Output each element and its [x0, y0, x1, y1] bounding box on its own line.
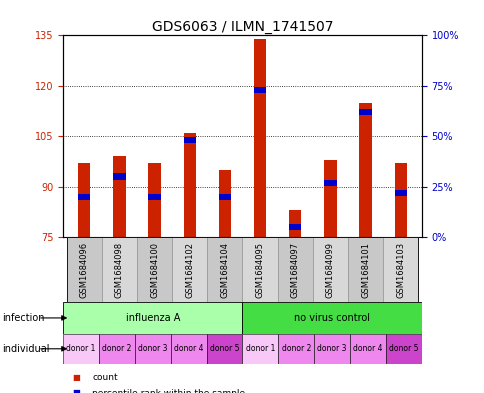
Bar [78, 194, 90, 200]
Text: GSM1684095: GSM1684095 [255, 242, 264, 298]
Bar [102, 237, 136, 302]
Text: donor 4: donor 4 [174, 344, 203, 353]
Bar [206, 334, 242, 364]
Text: infection: infection [2, 313, 45, 323]
Text: ■: ■ [73, 389, 80, 393]
Text: GSM1684097: GSM1684097 [290, 242, 299, 298]
Bar [183, 133, 196, 237]
Bar [183, 137, 196, 143]
Text: percentile rank within the sample: percentile rank within the sample [92, 389, 245, 393]
Bar [148, 194, 160, 200]
Bar [394, 163, 406, 237]
Bar [136, 237, 172, 302]
Bar [394, 189, 406, 196]
Text: donor 1: donor 1 [66, 344, 95, 353]
Bar [385, 334, 421, 364]
Text: donor 4: donor 4 [353, 344, 382, 353]
Bar [314, 334, 349, 364]
Bar [63, 302, 242, 334]
Bar [63, 334, 99, 364]
Text: ■: ■ [73, 373, 80, 382]
Text: donor 3: donor 3 [138, 344, 167, 353]
Text: donor 2: donor 2 [281, 344, 310, 353]
Text: GSM1684100: GSM1684100 [150, 242, 159, 298]
Text: GSM1684102: GSM1684102 [185, 242, 194, 298]
Text: GSM1684104: GSM1684104 [220, 242, 229, 298]
Text: donor 5: donor 5 [389, 344, 418, 353]
Bar [66, 237, 102, 302]
Bar [278, 334, 314, 364]
Bar [324, 160, 336, 237]
Bar [99, 334, 135, 364]
Bar [218, 194, 230, 200]
Text: influenza A: influenza A [125, 313, 180, 323]
Text: GSM1684099: GSM1684099 [325, 242, 334, 298]
Bar [348, 237, 382, 302]
Bar [172, 237, 207, 302]
Bar [113, 156, 125, 237]
Bar [288, 224, 301, 230]
Bar [207, 237, 242, 302]
Bar [382, 237, 418, 302]
Bar [113, 173, 125, 180]
Text: donor 5: donor 5 [210, 344, 239, 353]
Bar [148, 163, 160, 237]
Text: donor 2: donor 2 [102, 344, 131, 353]
Text: GSM1684098: GSM1684098 [115, 242, 123, 298]
Bar [254, 39, 266, 237]
Text: GSM1684103: GSM1684103 [395, 242, 405, 298]
Bar [288, 210, 301, 237]
Bar [170, 334, 206, 364]
Text: no virus control: no virus control [294, 313, 369, 323]
Bar [242, 334, 278, 364]
Bar [312, 237, 348, 302]
Bar [359, 109, 371, 115]
Title: GDS6063 / ILMN_1741507: GDS6063 / ILMN_1741507 [151, 20, 333, 34]
Bar [277, 237, 312, 302]
Text: GSM1684101: GSM1684101 [361, 242, 369, 298]
Bar [359, 103, 371, 237]
Bar [242, 302, 421, 334]
Bar [78, 163, 90, 237]
Text: GSM1684096: GSM1684096 [79, 242, 89, 298]
Bar [242, 237, 277, 302]
Bar [349, 334, 385, 364]
Bar [324, 180, 336, 185]
Text: count: count [92, 373, 118, 382]
Text: individual: individual [2, 344, 50, 354]
Text: donor 3: donor 3 [317, 344, 346, 353]
Bar [218, 170, 230, 237]
Text: donor 1: donor 1 [245, 344, 274, 353]
Bar [135, 334, 170, 364]
Bar [254, 87, 266, 93]
